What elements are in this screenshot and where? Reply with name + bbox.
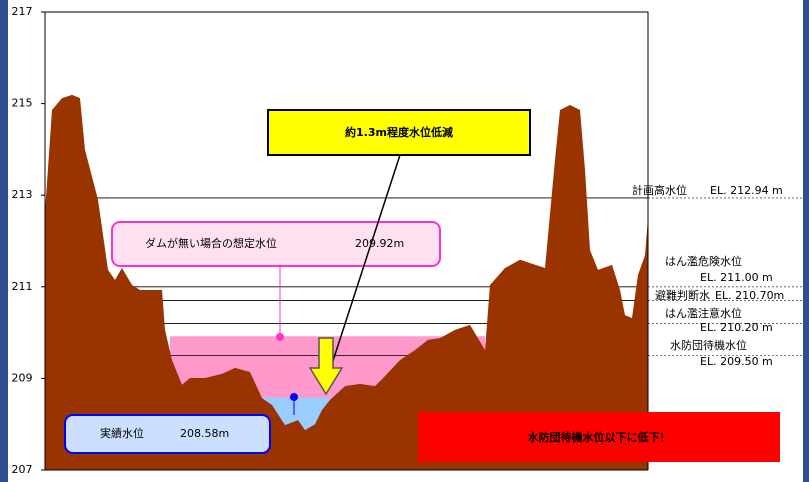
callout-name: 実績水位 xyxy=(100,426,144,440)
y-tick-label: 207 xyxy=(12,463,33,476)
callout-dot xyxy=(276,333,284,341)
callout-name: ダムが無い場合の想定水位 xyxy=(145,236,277,250)
level-name: はん濫危険水位 xyxy=(665,254,742,268)
highlight: 水防団待機水位以下に低下！ xyxy=(528,430,671,444)
callout-box xyxy=(65,415,270,453)
y-tick-label: 211 xyxy=(12,280,33,293)
level-value: EL. 209.50 m xyxy=(700,355,773,368)
level-name: 水防団待機水位 xyxy=(670,338,747,352)
level-name: 計画高水位 xyxy=(632,183,687,197)
y-tick-label: 213 xyxy=(12,188,33,201)
y-tick-label: 217 xyxy=(12,5,33,18)
level-name: はん濫注意水位 xyxy=(665,306,742,320)
y-tick-label: 215 xyxy=(12,97,33,110)
callout-value: 208.58m xyxy=(180,427,229,440)
callout-value: 209.92m xyxy=(355,237,404,250)
level-value: EL. 210.70m xyxy=(715,289,784,302)
annotation: 約1.3m程度水位低減 xyxy=(345,125,453,139)
level-value: EL. 211.00 m xyxy=(700,271,773,284)
callout-dot xyxy=(290,393,298,401)
chart: 207 209 211 213 215 217 計画高水位 EL. 212.94 m はん濫危険… xyxy=(0,0,809,482)
level-value: EL. 212.94 m xyxy=(710,184,783,197)
level-value: EL. 210.20 m xyxy=(700,321,773,334)
level-name: 避難判断水 xyxy=(655,288,710,302)
y-tick-label: 209 xyxy=(12,371,33,384)
